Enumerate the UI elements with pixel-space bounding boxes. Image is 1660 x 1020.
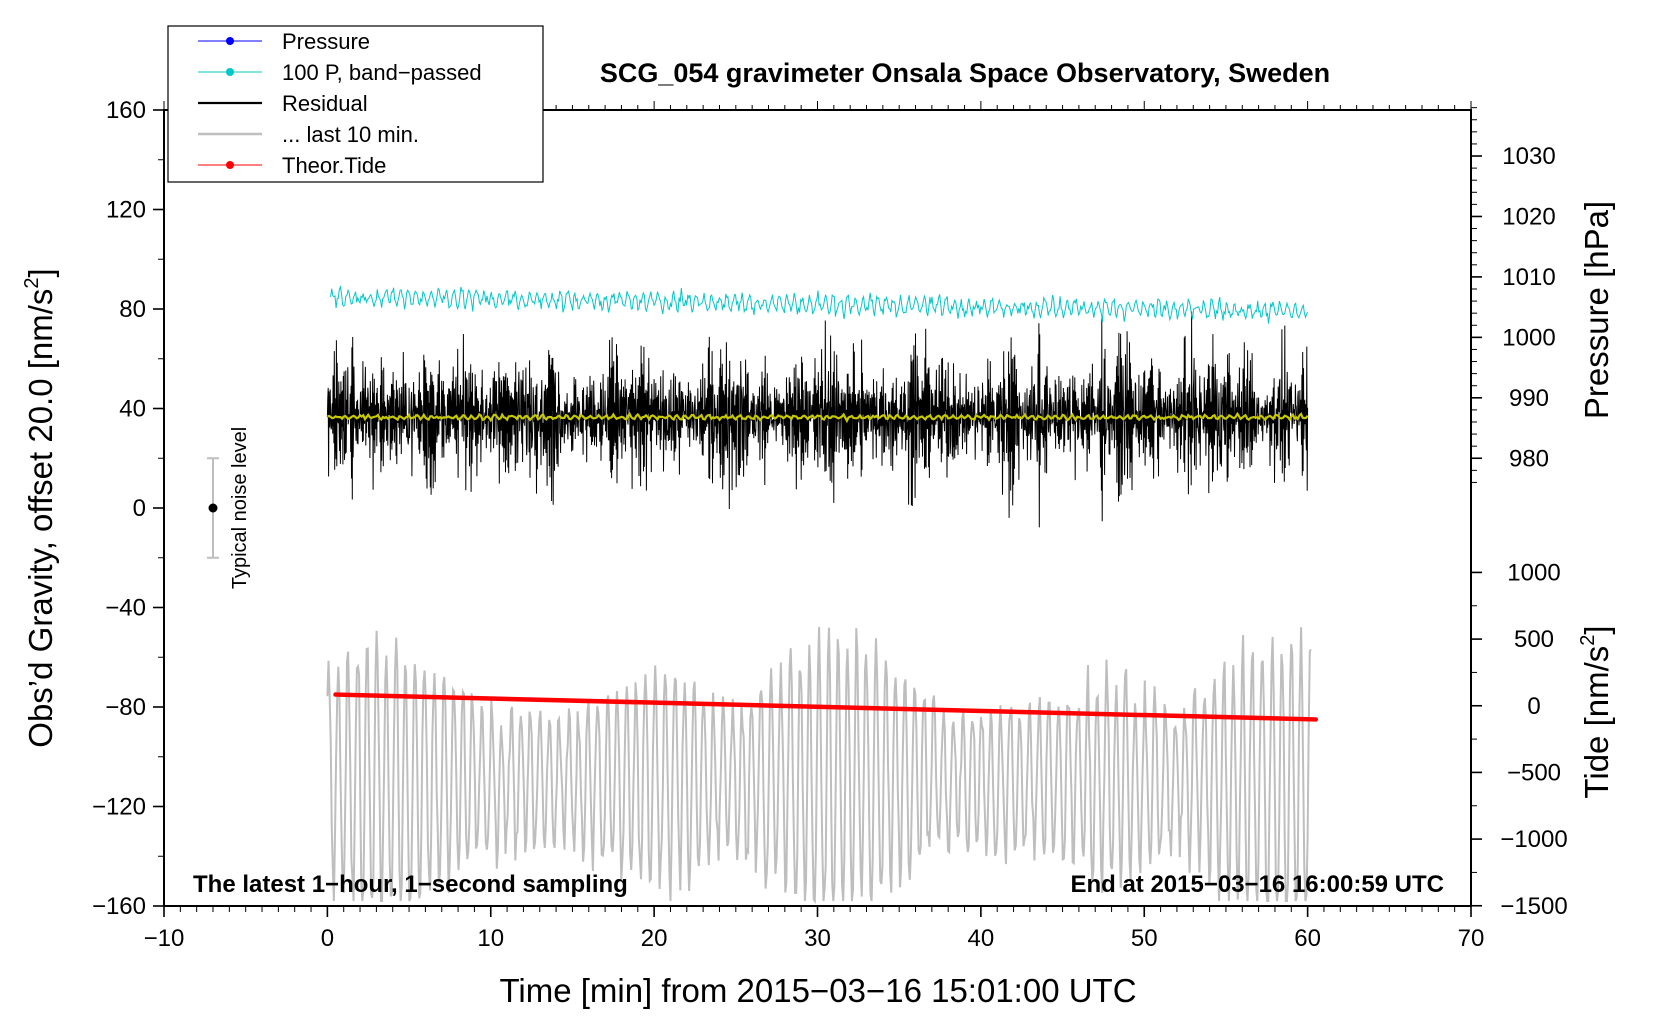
y-axis-title: Obs’d Gravity, offset 20.0 [nm/s2] xyxy=(21,268,59,747)
legend-marker xyxy=(226,68,234,76)
tide-tick-label: 500 xyxy=(1514,626,1554,653)
pressure-tick-label: 1000 xyxy=(1502,324,1555,351)
pressure-axis-ticks: 980 990 1000 1010 1020 1030 xyxy=(1471,107,1556,483)
series-residual-smoothed xyxy=(327,411,1309,424)
pressure-tick-label: 1010 xyxy=(1502,264,1555,291)
pressure-tick-label: 990 xyxy=(1509,385,1549,412)
legend-marker xyxy=(226,161,234,169)
x-tick-label: −10 xyxy=(144,925,185,952)
tide-axis-title: Tide [nm/s2] xyxy=(1577,625,1615,798)
y-axis-ticks: −160 −120 −80 −40 0 40 80 120 160 xyxy=(92,97,164,920)
legend-label: Pressure xyxy=(282,29,370,54)
pressure-tick-label: 980 xyxy=(1509,445,1549,472)
x-tick-label: 40 xyxy=(968,925,995,952)
x-tick-label: 70 xyxy=(1458,925,1485,952)
tide-axis-title-main: Tide [nm/s xyxy=(1578,646,1615,799)
y-tick-label: 80 xyxy=(119,296,146,323)
legend-label: Residual xyxy=(282,91,368,116)
x-tick-label: 50 xyxy=(1131,925,1158,952)
y-axis-title-sup: 2 xyxy=(21,277,43,288)
series-residual xyxy=(326,311,1309,528)
tide-axis-title-sup: 2 xyxy=(1577,635,1599,646)
series-last-10-min xyxy=(326,626,1312,905)
footer-end-time-note: End at 2015−03−16 16:00:59 UTC xyxy=(1070,871,1444,898)
y-tick-label: −80 xyxy=(105,694,146,721)
x-tick-label: 20 xyxy=(641,925,668,952)
tide-tick-label: 1000 xyxy=(1507,559,1560,586)
pressure-tick-label: 1030 xyxy=(1502,143,1555,170)
pressure-axis-title: Pressure [hPa] xyxy=(1578,201,1615,419)
tide-axis-title-close: ] xyxy=(1578,625,1615,634)
noise-indicator xyxy=(207,457,220,559)
footer-sampling-note: The latest 1−hour, 1−second sampling xyxy=(193,871,628,898)
y-tick-label: 40 xyxy=(119,396,146,423)
tide-tick-label: −1500 xyxy=(1500,893,1567,920)
chart-title: SCG_054 gravimeter Onsala Space Observat… xyxy=(600,58,1330,88)
pressure-tick-label: 1020 xyxy=(1502,203,1555,230)
legend-label: Theor.Tide xyxy=(282,153,386,178)
tide-tick-label: −1000 xyxy=(1500,826,1567,853)
noise-indicator-label: Typical noise level xyxy=(229,427,251,589)
y-axis-title-main: Obs’d Gravity, offset 20.0 [nm/s xyxy=(22,289,59,748)
legend-label: ... last 10 min. xyxy=(282,122,419,147)
legend-marker xyxy=(226,37,234,45)
y-axis-title-close: ] xyxy=(22,268,59,277)
series-layer xyxy=(326,284,1319,905)
series-theoretical-tide xyxy=(333,692,1319,722)
y-tick-label: 160 xyxy=(106,97,146,124)
x-axis-ticks: −10 0 10 20 30 40 50 60 70 xyxy=(144,906,1485,952)
tide-tick-label: −500 xyxy=(1507,759,1561,786)
x-tick-label: 60 xyxy=(1294,925,1321,952)
y-tick-label: −40 xyxy=(105,595,146,622)
x-axis-title: Time [min] from 2015−03−16 15:01:00 UTC xyxy=(499,972,1136,1009)
y-tick-label: 120 xyxy=(106,197,146,224)
tide-tick-label: 0 xyxy=(1527,693,1540,720)
legend: Pressure 100 P, band−passed Residual ... la… xyxy=(167,25,544,183)
series-band-passed-pressure xyxy=(330,284,1309,324)
tide-axis-ticks: −1500 −1000 −500 0 500 1000 xyxy=(1471,559,1568,920)
y-tick-label: 0 xyxy=(133,495,146,522)
x-tick-label: 10 xyxy=(477,925,504,952)
noise-center-dot xyxy=(208,503,218,513)
x-tick-label: 0 xyxy=(321,925,334,952)
x-tick-label: 30 xyxy=(804,925,831,952)
y-tick-label: −160 xyxy=(92,893,146,920)
y-tick-label: −120 xyxy=(92,794,146,821)
legend-label: 100 P, band−passed xyxy=(282,60,482,85)
